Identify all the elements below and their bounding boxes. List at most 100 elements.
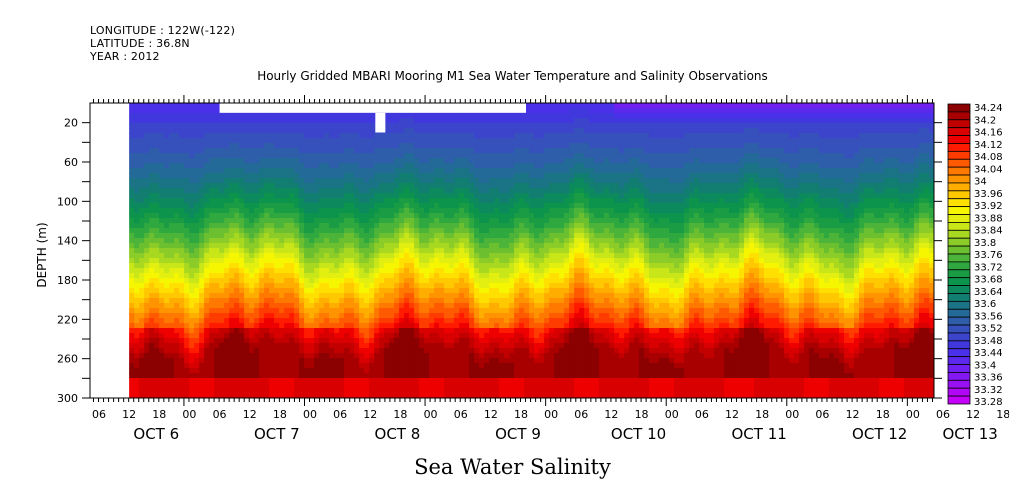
contour-cell bbox=[224, 183, 230, 189]
contour-cell bbox=[429, 378, 435, 384]
contour-cell bbox=[444, 153, 450, 159]
contour-cell bbox=[344, 123, 350, 129]
contour-cell bbox=[339, 123, 345, 129]
contour-cell bbox=[269, 298, 275, 304]
contour-cell bbox=[484, 373, 490, 379]
contour-cell bbox=[224, 318, 230, 324]
contour-cell bbox=[489, 303, 495, 309]
contour-cell bbox=[419, 228, 425, 234]
contour-cell bbox=[544, 333, 550, 339]
contour-cell bbox=[364, 163, 370, 169]
contour-cell bbox=[159, 233, 165, 239]
contour-cell bbox=[154, 288, 160, 294]
contour-cell bbox=[174, 318, 180, 324]
contour-cell bbox=[219, 373, 225, 379]
contour-cell bbox=[529, 113, 535, 119]
contour-cell bbox=[409, 238, 415, 244]
contour-cell bbox=[469, 128, 475, 134]
contour-cell bbox=[464, 163, 470, 169]
contour-cell bbox=[519, 338, 525, 344]
contour-cell bbox=[334, 263, 340, 269]
contour-cell bbox=[289, 218, 295, 224]
contour-cell bbox=[314, 203, 320, 209]
contour-cell bbox=[284, 263, 290, 269]
contour-cell bbox=[229, 213, 235, 219]
contour-cell bbox=[484, 383, 490, 389]
contour-cell bbox=[504, 223, 510, 229]
contour-cell bbox=[544, 163, 550, 169]
contour-cell bbox=[514, 158, 520, 164]
contour-cell bbox=[209, 318, 215, 324]
contour-cell bbox=[394, 383, 400, 389]
contour-cell bbox=[334, 198, 340, 204]
contour-cell bbox=[329, 208, 335, 214]
contour-cell bbox=[344, 308, 350, 314]
contour-cell bbox=[284, 213, 290, 219]
contour-cell bbox=[514, 278, 520, 284]
contour-cell bbox=[329, 388, 335, 394]
contour-cell bbox=[194, 278, 200, 284]
contour-cell bbox=[209, 183, 215, 189]
contour-cell bbox=[259, 128, 265, 134]
contour-cell bbox=[279, 113, 285, 119]
contour-cell bbox=[469, 183, 475, 189]
contour-cell bbox=[489, 158, 495, 164]
contour-cell bbox=[404, 363, 410, 369]
contour-cell bbox=[364, 368, 370, 374]
contour-cell bbox=[549, 138, 555, 144]
contour-cell bbox=[434, 358, 440, 364]
contour-cell bbox=[129, 378, 135, 384]
contour-cell bbox=[304, 233, 310, 239]
contour-cell bbox=[314, 378, 320, 384]
contour-cell bbox=[539, 113, 545, 119]
contour-cell bbox=[494, 133, 500, 139]
contour-cell bbox=[244, 358, 250, 364]
contour-cell bbox=[229, 288, 235, 294]
contour-cell bbox=[209, 258, 215, 264]
contour-cell bbox=[139, 183, 145, 189]
contour-cell bbox=[384, 298, 390, 304]
contour-cell bbox=[394, 303, 400, 309]
contour-cell bbox=[394, 253, 400, 259]
contour-cell bbox=[304, 373, 310, 379]
contour-cell bbox=[354, 303, 360, 309]
contour-cell bbox=[434, 123, 440, 129]
contour-cell bbox=[164, 113, 170, 119]
contour-cell bbox=[479, 323, 485, 329]
contour-cell bbox=[364, 138, 370, 144]
contour-cell bbox=[524, 308, 530, 314]
contour-cell bbox=[199, 333, 205, 339]
contour-cell bbox=[289, 223, 295, 229]
contour-cell bbox=[509, 148, 515, 154]
contour-cell bbox=[229, 123, 235, 129]
contour-cell bbox=[144, 288, 150, 294]
contour-cell bbox=[549, 128, 555, 134]
contour-cell bbox=[204, 283, 210, 289]
contour-cell bbox=[244, 248, 250, 254]
contour-cell bbox=[429, 118, 435, 124]
contour-cell bbox=[419, 313, 425, 319]
contour-cell bbox=[144, 363, 150, 369]
contour-cell bbox=[439, 318, 445, 324]
contour-cell bbox=[234, 303, 240, 309]
contour-cell bbox=[319, 153, 325, 159]
contour-cell bbox=[379, 203, 385, 209]
contour-cell bbox=[174, 253, 180, 259]
contour-cell bbox=[429, 358, 435, 364]
contour-cell bbox=[454, 248, 460, 254]
contour-cell bbox=[509, 183, 515, 189]
contour-cell bbox=[509, 288, 515, 294]
contour-cell bbox=[509, 338, 515, 344]
contour-cell bbox=[304, 363, 310, 369]
contour-cell bbox=[544, 338, 550, 344]
contour-cell bbox=[359, 293, 365, 299]
contour-cell bbox=[364, 183, 370, 189]
contour-cell bbox=[224, 188, 230, 194]
contour-cell bbox=[504, 308, 510, 314]
contour-cell bbox=[244, 343, 250, 349]
contour-cell bbox=[389, 163, 395, 169]
contour-cell bbox=[534, 273, 540, 279]
contour-cell bbox=[489, 193, 495, 199]
contour-cell bbox=[329, 158, 335, 164]
contour-cell bbox=[274, 113, 280, 119]
